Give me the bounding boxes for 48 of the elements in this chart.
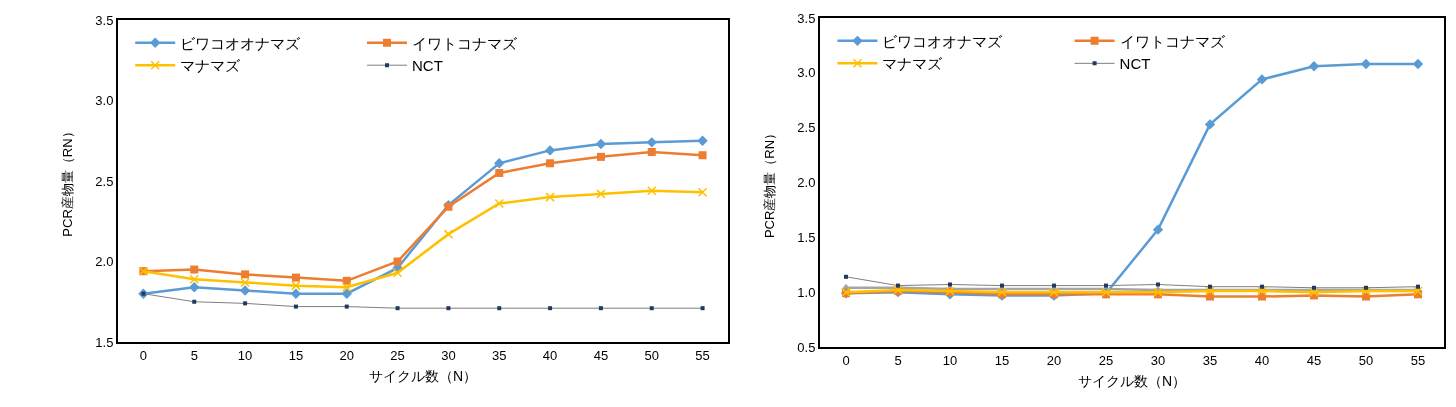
x-tick-label: 55 <box>695 347 710 363</box>
x-tick-label: 45 <box>593 347 609 363</box>
x-tick-label: 30 <box>1150 352 1166 368</box>
y-tick-label: 3.0 <box>797 65 816 81</box>
y-tick-label: 3.0 <box>95 93 114 109</box>
y-tick-label: 2.5 <box>797 120 816 136</box>
y-tick-label: 2.5 <box>95 173 114 189</box>
x-tick-label: 50 <box>644 347 659 363</box>
x-tick-label: 5 <box>894 352 902 368</box>
x-tick-label: 40 <box>1254 352 1270 368</box>
x-tick-label: 0 <box>842 352 850 368</box>
x-tick-label: 5 <box>190 347 198 363</box>
legend-label: マナマズ <box>882 55 944 73</box>
legend-label: イワトコナマズ <box>1119 32 1226 50</box>
y-tick-label: 1.0 <box>797 284 816 300</box>
x-tick-label: 45 <box>1306 352 1322 368</box>
x-tick-label: 10 <box>237 347 253 363</box>
x-tick-label: 40 <box>542 347 558 363</box>
legend-label: ビワコオオナマズ <box>180 34 302 52</box>
legend-label: ビワコオオナマズ <box>882 32 1004 50</box>
y-axis-title: PCR産物量（RN） <box>761 126 777 239</box>
x-axis-title: サイクル数（N） <box>368 368 478 385</box>
x-tick-label: 15 <box>288 347 304 363</box>
y-tick-label: 3.5 <box>95 12 114 28</box>
x-tick-label: 20 <box>339 347 354 363</box>
x-tick-label: 35 <box>1202 352 1218 368</box>
x-tick-label: 0 <box>139 347 148 363</box>
x-tick-label: 10 <box>942 352 958 368</box>
y-tick-label: 0.5 <box>797 339 816 355</box>
x-axis-title: サイクル数（N） <box>1077 373 1187 390</box>
legend-label: マナマズ <box>180 57 242 75</box>
x-tick-label: 25 <box>1098 352 1114 368</box>
legend-label: NCT <box>1119 55 1151 73</box>
x-tick-label: 25 <box>390 347 405 363</box>
x-tick-label: 35 <box>492 347 507 363</box>
y-tick-label: 2.0 <box>797 175 816 191</box>
x-tick-label: 55 <box>1410 352 1426 368</box>
y-tick-label: 2.0 <box>95 254 114 270</box>
y-tick-label: 3.5 <box>797 10 816 26</box>
x-tick-label: 30 <box>441 347 456 363</box>
legend-label: NCT <box>412 57 443 75</box>
y-tick-label: 1.5 <box>95 334 114 350</box>
x-tick-label: 20 <box>1046 352 1062 368</box>
y-tick-label: 1.5 <box>797 229 816 245</box>
x-tick-label: 15 <box>994 352 1010 368</box>
legend-label: イワトコナマズ <box>412 34 518 52</box>
y-axis-title: PCR産物量（RN） <box>59 125 75 237</box>
x-tick-label: 50 <box>1358 352 1374 368</box>
